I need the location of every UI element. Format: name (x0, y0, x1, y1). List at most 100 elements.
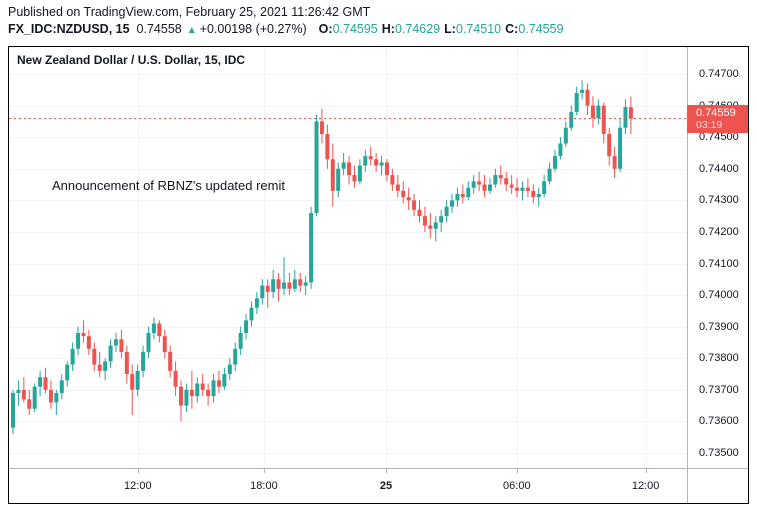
candle (184, 389, 189, 406)
candle (227, 364, 232, 375)
candle (195, 383, 200, 397)
candle (244, 320, 249, 333)
candle (460, 194, 465, 198)
candle (271, 279, 276, 292)
candle (254, 298, 259, 308)
y-axis-label: 0.73800 (699, 352, 739, 365)
candle (314, 121, 319, 213)
time-tick (138, 469, 139, 473)
candle (509, 184, 514, 188)
candle (607, 134, 612, 157)
candle (303, 282, 308, 286)
candle (319, 121, 324, 135)
candle (493, 175, 498, 185)
candle (569, 111, 574, 128)
candle (330, 159, 335, 191)
candle (21, 389, 26, 400)
time-tick (264, 469, 265, 473)
close-label: C: (505, 22, 519, 36)
candle (390, 175, 395, 185)
time-axis-separator (9, 468, 748, 469)
open-label: O: (318, 22, 333, 36)
candle (211, 380, 216, 397)
candle (580, 89, 585, 93)
symbol-name: FX_IDC:NZDUSD, 15 (8, 22, 130, 36)
y-axis-label: 0.74200 (699, 225, 739, 238)
candle (558, 143, 563, 157)
candle (553, 156, 557, 169)
candle (357, 165, 362, 182)
candle (412, 200, 417, 210)
candle (368, 156, 373, 160)
candle (298, 279, 303, 286)
candle (216, 380, 221, 387)
candle (65, 364, 70, 381)
candle (108, 345, 113, 362)
candle (38, 377, 43, 387)
x-axis-label: 12:00 (124, 480, 152, 492)
candle (455, 194, 460, 201)
y-axis-label: 0.74500 (699, 131, 739, 144)
candle (86, 336, 91, 349)
chart-container: New Zealand Dollar / U.S. Dollar, 15, ID… (8, 46, 749, 504)
candle (363, 156, 368, 166)
candle (601, 105, 606, 135)
candle (276, 279, 281, 289)
bar-countdown: 03:19 (696, 118, 723, 131)
candle (542, 181, 547, 195)
candle (444, 206, 449, 217)
candle (173, 370, 178, 387)
candle (309, 212, 314, 283)
candle (477, 181, 482, 185)
candle (146, 332, 151, 352)
close-value: 0.74559 (518, 22, 564, 36)
x-axis-label: 12:00 (631, 480, 660, 492)
price-change: +0.00198 (+0.27%) (199, 22, 307, 36)
candle (623, 107, 628, 128)
candle (113, 339, 118, 346)
candle (124, 351, 129, 375)
candle (347, 162, 352, 176)
candle (504, 178, 509, 185)
candle (70, 348, 75, 365)
candle (428, 225, 433, 229)
candle (27, 399, 32, 409)
candle (16, 389, 21, 393)
high-value: 0.74629 (394, 22, 441, 36)
candle (92, 348, 97, 365)
candle (325, 134, 330, 160)
y-axis-label: 0.73500 (699, 447, 739, 459)
x-axis-label: 25 (379, 480, 393, 492)
candle (336, 168, 341, 191)
candle (103, 361, 108, 371)
candle (119, 339, 124, 352)
candle (287, 282, 292, 289)
candle (498, 175, 503, 179)
time-tick (386, 469, 387, 473)
candle (48, 389, 53, 403)
candle (81, 332, 86, 337)
y-axis-label: 0.73600 (699, 415, 739, 428)
candle (238, 332, 243, 349)
candle (547, 168, 552, 182)
candle (612, 156, 617, 169)
candle (618, 127, 623, 169)
candle (520, 187, 525, 191)
published-line: Published on TradingView.com, February 2… (8, 5, 371, 19)
candlestick-plot[interactable] (9, 47, 687, 468)
last-price: 0.74558 (136, 22, 182, 36)
candle (233, 348, 238, 365)
candle (249, 307, 254, 321)
symbol-info-line: FX_IDC:NZDUSD, 15 0.74558 ▲ +0.00198 (+0.27… (8, 22, 564, 36)
candle (374, 159, 379, 166)
candle (260, 285, 265, 299)
candle (179, 386, 184, 406)
candle (406, 197, 411, 201)
candle (32, 386, 37, 409)
y-axis-label: 0.74300 (699, 194, 739, 207)
candle (282, 282, 286, 289)
candle (135, 370, 140, 390)
candle (395, 184, 400, 191)
candle (417, 209, 422, 217)
